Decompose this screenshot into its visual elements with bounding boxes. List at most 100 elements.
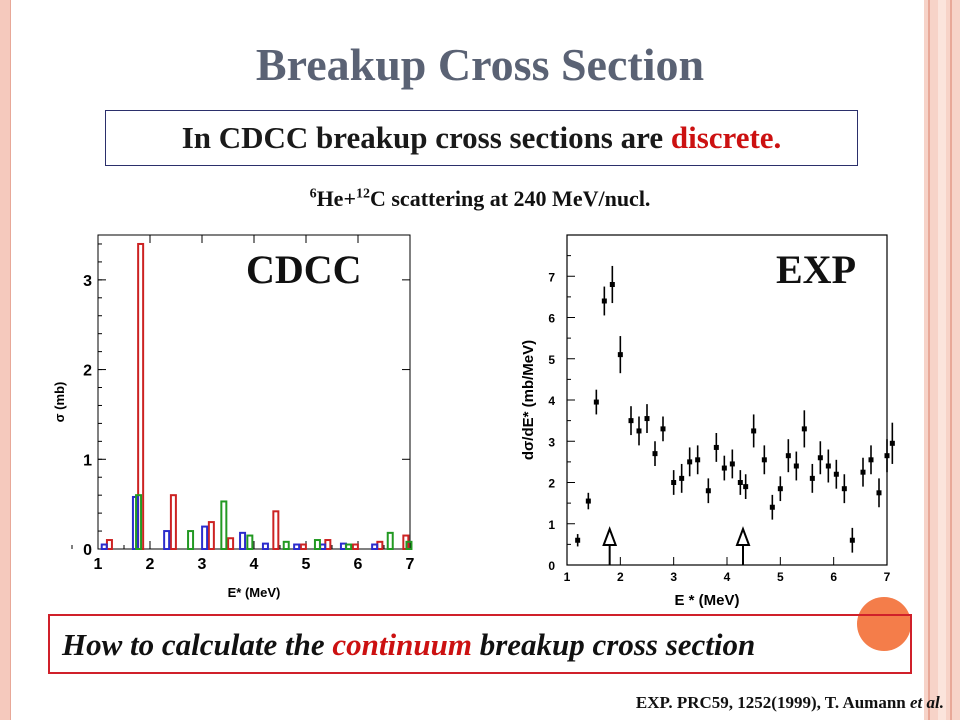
exp-data-point	[876, 490, 882, 496]
cdcc-bar	[187, 530, 195, 550]
exp-data-point	[721, 465, 727, 471]
exp-chart-label: EXP	[776, 247, 856, 292]
cdcc-statement-text: In CDCC breakup cross sections are	[181, 120, 671, 155]
cdcc-statement-box: In CDCC breakup cross sections are discr…	[105, 110, 858, 166]
exp-xtick-label: 2	[617, 570, 624, 584]
exp-xtick-label: 4	[724, 570, 731, 584]
exp-data-point	[617, 352, 623, 358]
cdcc-bar	[405, 540, 413, 550]
exp-data-point	[841, 486, 847, 492]
cdcc-bar	[227, 537, 235, 550]
exp-data-point	[817, 455, 823, 461]
cdcc-bar	[239, 531, 247, 551]
cdcc-bar	[207, 521, 215, 551]
exp-data-point	[575, 537, 581, 543]
exp-data-point	[695, 457, 701, 463]
slide-title: Breakup Cross Section	[255, 39, 705, 90]
question-highlight: continuum	[332, 627, 472, 662]
exp-data-point	[713, 444, 719, 450]
exp-data-point	[644, 416, 650, 422]
exp-ytick-label: 6	[548, 312, 555, 326]
cdcc-bar	[135, 494, 143, 550]
exp-arrow-head	[735, 526, 751, 546]
exp-data-point	[868, 457, 874, 463]
exp-data-point	[636, 428, 642, 434]
exp-data-point	[609, 282, 615, 287]
exp-data-point	[705, 488, 711, 494]
exp-data-point	[777, 486, 783, 492]
reference-main: EXP. PRC59, 1252(1999), T. Aumann	[635, 693, 910, 712]
exp-data-point	[593, 399, 599, 405]
question-part2: breakup cross section	[471, 627, 756, 662]
question-part1: How to calculate the	[62, 627, 333, 662]
cdcc-bar	[351, 543, 359, 550]
exp-arrow-head	[602, 526, 618, 546]
cdcc-xtick-label: 7	[406, 556, 415, 573]
cdcc-bar	[299, 543, 307, 550]
continuum-question-box: How to calculate the continuum breakup c…	[48, 614, 912, 674]
exp-ytick-label: 2	[548, 477, 555, 491]
exp-data-point	[679, 475, 685, 481]
exp-data-point	[585, 498, 591, 504]
exp-data-point	[833, 471, 839, 477]
exp-data-point	[793, 463, 799, 469]
cdcc-bar	[282, 540, 290, 550]
exp-xtick-label: 7	[884, 570, 891, 584]
exp-ytick-label: 0	[548, 559, 555, 573]
cdcc-ytick-label: 3	[83, 273, 92, 290]
slide-left-frame	[0, 0, 11, 720]
reaction-subtitle: 6He+12C scattering at 240 MeV/nucl.	[0, 186, 960, 212]
exp-ytick-label: 5	[548, 353, 555, 367]
exp-ytick-label: 7	[548, 270, 555, 284]
subtitle-mass-c: 12	[355, 186, 370, 202]
exp-xtick-label: 6	[830, 570, 837, 584]
cdcc-ytick-label: 1	[83, 452, 92, 469]
subtitle-mass-he: 6	[309, 186, 317, 202]
cdcc-statement-highlight: discrete.	[670, 120, 782, 155]
exp-xtick-label: 5	[777, 570, 784, 584]
exp-data-point	[687, 459, 693, 465]
cdcc-bar	[163, 530, 171, 550]
exp-data-point	[601, 298, 607, 304]
exp-ytick-label: 4	[548, 394, 555, 408]
exp-data-point	[889, 440, 895, 446]
cdcc-xtick-label: 6	[354, 556, 363, 573]
exp-ytick-label: 3	[548, 435, 555, 449]
cdcc-bar	[386, 531, 394, 551]
slide-right-frame	[924, 0, 960, 720]
exp-data-point	[743, 484, 749, 490]
exp-y-axis-title: dσ/dE* (mb/MeV)	[520, 340, 537, 460]
cdcc-xtick-label: 4	[250, 556, 259, 573]
exp-data-point	[737, 480, 743, 485]
exp-data-point	[628, 418, 634, 424]
cdcc-y-axis-title: σ (mb)	[52, 382, 67, 423]
cdcc-xtick-label: 3	[198, 556, 207, 573]
exp-data-point	[801, 426, 807, 432]
cdcc-ytick-label: 2	[83, 363, 92, 380]
exp-data-point	[761, 457, 767, 463]
cdcc-xtick-label: 5	[302, 556, 311, 573]
cdcc-bar	[261, 542, 269, 551]
cdcc-ytick-label: 0	[83, 542, 92, 559]
exp-data-point	[652, 451, 658, 457]
cdcc-x-axis-title: E* (MeV)	[228, 585, 281, 600]
exp-data-point	[860, 469, 866, 475]
exp-data-point	[751, 428, 757, 434]
cdcc-bar	[100, 543, 108, 550]
exp-data-point	[671, 480, 677, 485]
cdcc-bar	[246, 534, 254, 550]
exp-xtick-label: 3	[670, 570, 677, 584]
cdcc-chart-label: CDCC	[246, 247, 362, 292]
cdcc-bar	[313, 539, 321, 550]
reference-etal: et al.	[910, 693, 944, 712]
exp-ytick-label: 1	[548, 518, 555, 532]
subtitle-he: He+	[316, 186, 356, 211]
cdcc-bar	[272, 510, 280, 551]
orange-circle-decoration	[857, 597, 911, 651]
subtitle-rest: C scattering at 240 MeV/nucl.	[369, 186, 651, 211]
cdcc-bar	[169, 494, 177, 550]
exp-data-point	[849, 537, 855, 543]
exp-data-point	[884, 453, 890, 459]
